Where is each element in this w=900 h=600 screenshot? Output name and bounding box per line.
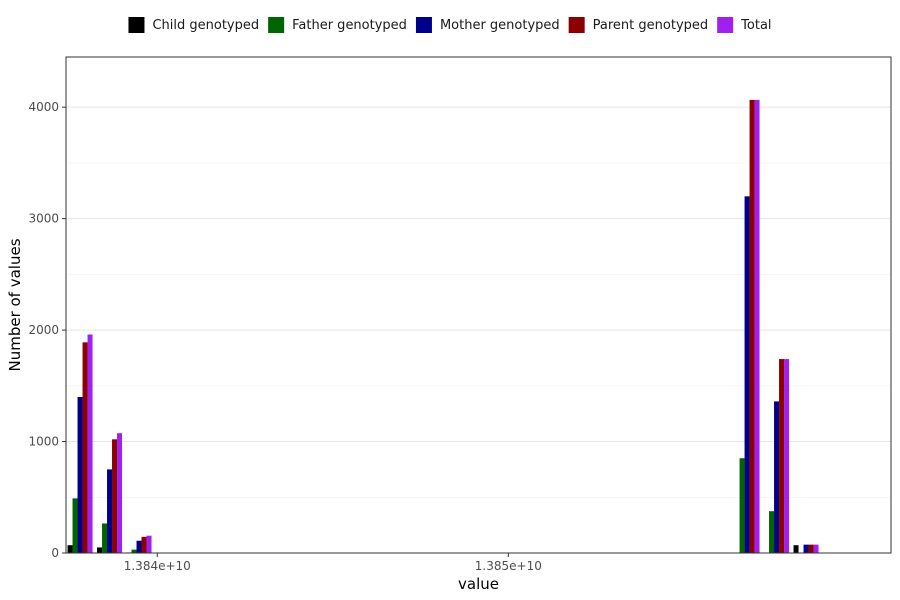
bar [739,458,745,553]
bar [97,547,103,553]
bar [72,498,78,553]
bar [107,469,113,553]
legend-label: Mother genotyped [440,18,560,33]
bar [813,544,819,553]
plot-border [65,56,892,554]
legend-swatch [128,17,145,33]
y-axis: 0 1000 2000 3000 4000 [28,100,66,560]
bar [82,342,88,553]
bar [141,536,147,553]
legend-item: Mother genotyped [415,17,560,33]
bar [131,549,137,553]
y-tick-label: 0 [51,546,59,560]
bar [117,433,123,553]
legend-item: Child genotyped [128,17,259,33]
x-axis-title: value [458,575,499,593]
bar [102,523,108,553]
bar [136,540,142,553]
x-axis: 1.384e+10 1.385e+10 [124,553,542,573]
y-tick-label: 4000 [28,100,59,114]
plot-background [66,57,891,553]
bar [779,359,785,553]
legend-label: Parent genotyped [593,18,708,33]
bar [112,439,118,553]
y-axis-title: Number of values [6,238,24,371]
bar [774,401,780,553]
bar [67,545,73,553]
bar [803,544,809,553]
bars [67,99,819,553]
bar [808,544,814,553]
bar [784,359,790,553]
bar [744,196,750,553]
legend-label: Child genotyped [152,18,259,33]
legend-label: Father genotyped [292,18,407,33]
legend-item: Parent genotyped [568,17,708,33]
bar [754,99,760,553]
bar [769,511,775,553]
y-tick-label: 3000 [28,212,59,226]
legend-item: Father genotyped [268,17,407,33]
bar [77,396,83,553]
legend-label: Total [740,18,771,33]
y-tick-label: 2000 [28,323,59,337]
x-tick-label: 1.385e+10 [475,559,542,573]
y-tick-label: 1000 [28,435,59,449]
bar [146,535,152,553]
bar [793,545,799,553]
legend-swatch [415,17,432,33]
legend-swatch [717,17,734,33]
legend: Child genotyped Father genotyped Mother ge… [128,17,772,33]
x-tick-label: 1.384e+10 [124,559,191,573]
legend-swatch [568,17,585,33]
legend-swatch [268,17,285,33]
legend-item: Total [717,17,772,33]
bar [749,99,755,553]
bar [87,334,93,553]
